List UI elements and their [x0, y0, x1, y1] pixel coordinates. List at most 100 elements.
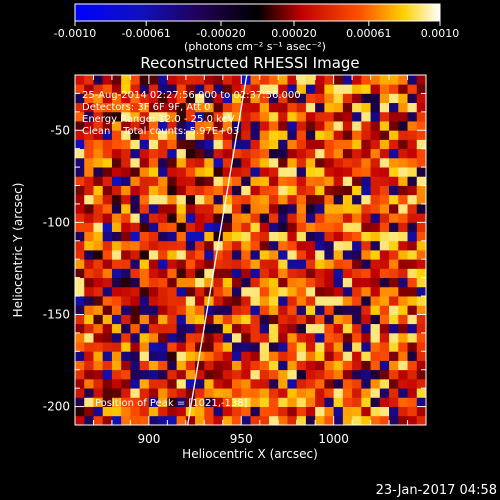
heatmap-cell [361, 231, 371, 242]
heatmap-cell [398, 157, 408, 168]
heatmap-cell [167, 102, 178, 113]
heatmap-cell [389, 286, 399, 297]
heatmap-cell [389, 102, 399, 113]
heatmap-cell [204, 342, 214, 352]
heatmap-cell [389, 268, 399, 279]
heatmap-cell [241, 167, 251, 177]
heatmap-cell [416, 369, 426, 380]
heatmap-cell [324, 194, 335, 205]
heatmap-cell [315, 378, 325, 389]
heatmap-cell [111, 323, 122, 334]
heatmap-cell [250, 369, 261, 380]
heatmap-cell [361, 130, 371, 140]
heatmap-cell [84, 203, 94, 214]
heatmap-cell [352, 388, 362, 398]
heatmap-cell [379, 148, 390, 159]
heatmap-cell [250, 139, 261, 150]
heatmap-cell [333, 185, 344, 196]
heatmap-cell [278, 369, 288, 380]
heatmap-cell [287, 314, 298, 325]
heatmap-cell [75, 75, 85, 85]
heatmap-cell [93, 378, 104, 389]
heatmap-cell [361, 406, 371, 417]
heatmap-cell [389, 231, 399, 242]
heatmap-cell [167, 240, 178, 251]
heatmap-cell [232, 222, 242, 232]
heatmap-cell [361, 397, 371, 407]
heatmap-cell [416, 157, 426, 168]
heatmap-cell [333, 397, 344, 407]
heatmap-cell [333, 121, 344, 131]
heatmap-cell [195, 167, 205, 177]
heatmap-cell [158, 157, 168, 168]
heatmap-cell [75, 369, 85, 380]
heatmap-cell [167, 231, 178, 242]
heatmap-cell [139, 332, 150, 343]
heatmap-cell [333, 84, 344, 94]
heatmap-cell [111, 314, 122, 325]
heatmap-cell [361, 84, 371, 94]
heatmap-cell [102, 296, 113, 306]
heatmap-cell [185, 277, 196, 288]
heatmap-cell [352, 360, 362, 371]
heatmap-cell [370, 415, 381, 425]
heatmap-cell [111, 369, 122, 380]
heatmap-cell [213, 93, 224, 104]
heatmap-cell [389, 415, 399, 425]
heatmap-cell [102, 167, 113, 177]
heatmap-cell [379, 397, 390, 407]
heatmap-cell [268, 250, 279, 260]
heatmap-cell [130, 240, 141, 251]
heatmap-cell [185, 342, 196, 352]
heatmap-cell [167, 203, 178, 214]
heatmap-cell [268, 305, 279, 315]
heatmap-cell [333, 296, 344, 306]
heatmap-cell [176, 240, 187, 251]
heatmap-cell [305, 148, 316, 159]
heatmap-cell [278, 268, 288, 279]
heatmap-cell [379, 111, 390, 122]
heatmap-cell [389, 323, 399, 334]
heatmap-cell [250, 277, 261, 288]
heatmap-cell [139, 148, 150, 159]
heatmap-cell [370, 102, 381, 113]
heatmap-cell [185, 111, 196, 122]
heatmap-cell [130, 93, 141, 104]
heatmap-cell [278, 157, 288, 168]
heatmap-cell [167, 268, 178, 279]
heatmap-cell [176, 342, 187, 352]
heatmap-cell [398, 351, 408, 361]
heatmap-cell [407, 203, 418, 214]
heatmap-cell [250, 203, 261, 214]
heatmap-cell [130, 102, 141, 113]
heatmap-cell [268, 93, 279, 104]
heatmap-cell [370, 323, 381, 334]
heatmap-cell [167, 93, 178, 104]
heatmap-cell [250, 314, 261, 325]
heatmap-cell [333, 250, 344, 260]
heatmap-cell [222, 130, 233, 140]
heatmap-cell [278, 388, 288, 398]
heatmap-cell [287, 84, 298, 94]
heatmap-cell [333, 139, 344, 150]
heatmap-cell [268, 342, 279, 352]
heatmap-cell [361, 176, 371, 186]
heatmap-cell [232, 102, 242, 113]
heatmap-cell [167, 286, 178, 297]
heatmap-cell [148, 342, 159, 352]
heatmap-cell [398, 194, 408, 205]
heatmap-cell [158, 314, 168, 325]
heatmap-cell [167, 176, 178, 186]
heatmap-cell [324, 231, 335, 242]
heatmap-cell [158, 84, 168, 94]
heatmap-cell [296, 406, 307, 417]
heatmap-cell [185, 167, 196, 177]
heatmap-cell [370, 157, 381, 168]
heatmap-cell [315, 305, 325, 315]
heatmap-cell [250, 194, 261, 205]
heatmap-cell [287, 406, 298, 417]
heatmap-cell [158, 121, 168, 131]
heatmap-cell [241, 157, 251, 168]
heatmap-cell [268, 213, 279, 223]
heatmap-cell [111, 240, 122, 251]
